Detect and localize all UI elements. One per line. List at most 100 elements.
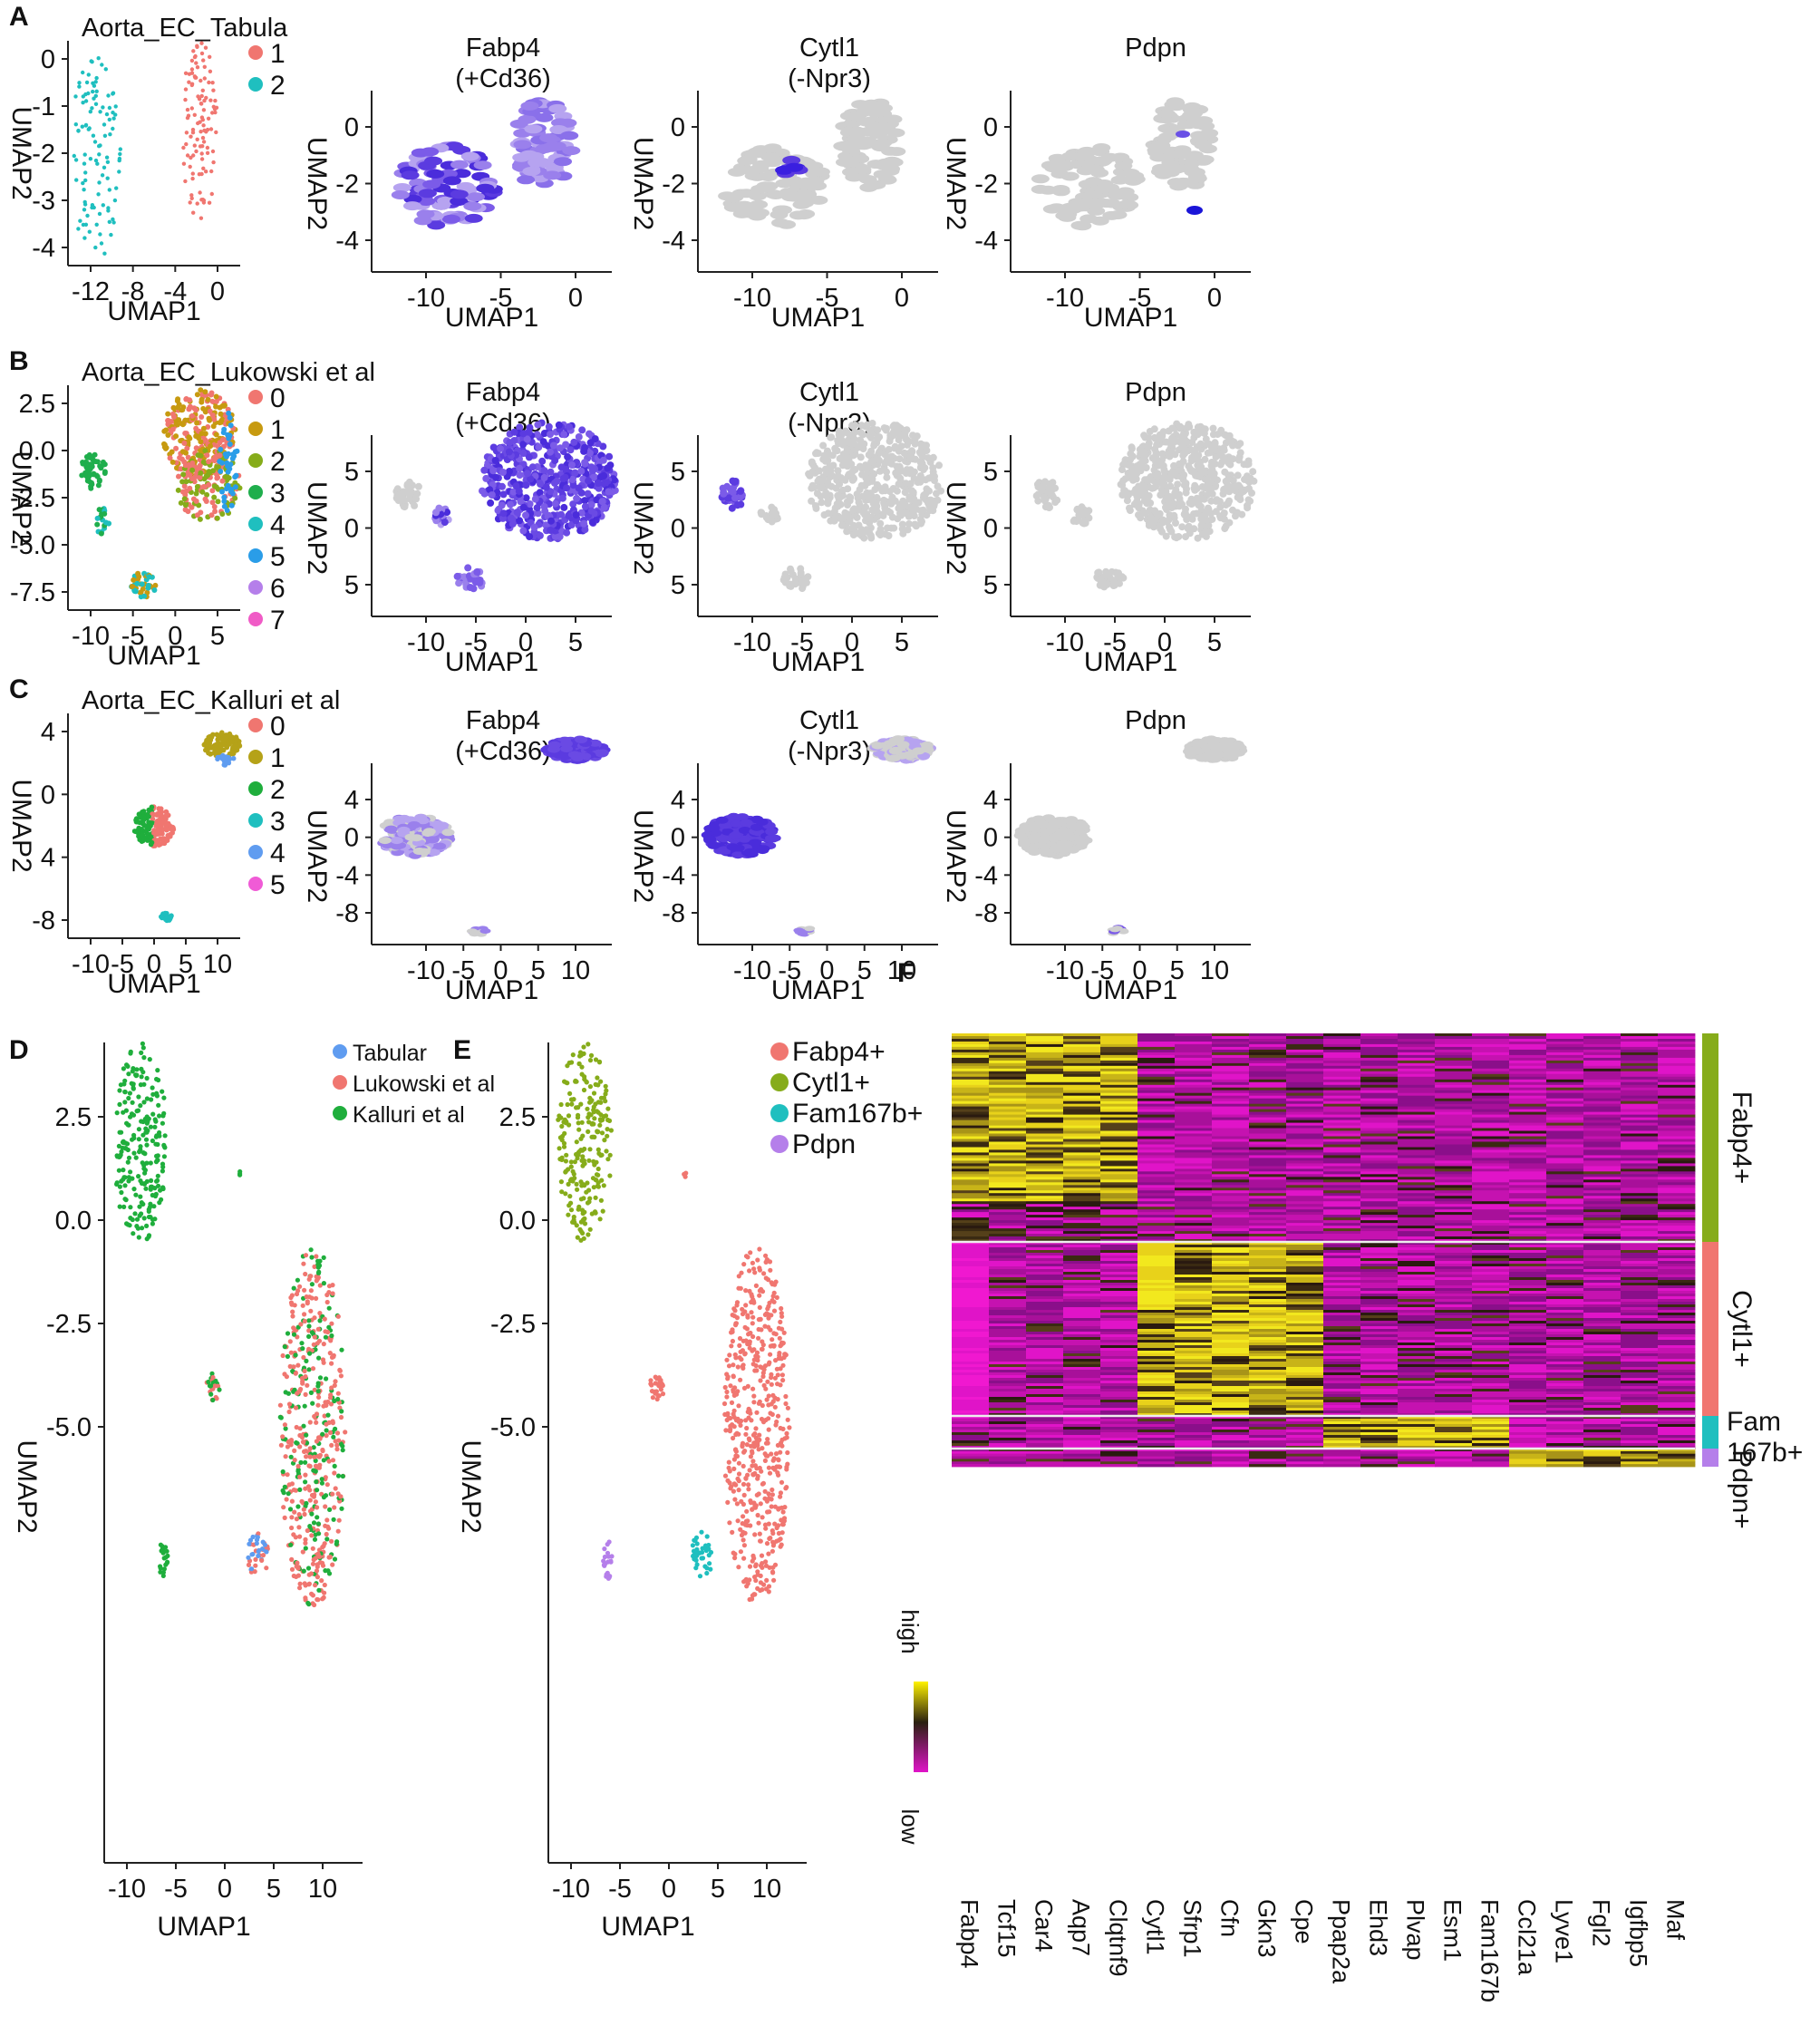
cell-point xyxy=(155,1173,160,1178)
cell-point xyxy=(218,748,224,754)
feature-subtitle: (+Cd36) xyxy=(455,64,551,93)
legend-label: 7 xyxy=(270,606,286,635)
cell-point xyxy=(211,104,216,110)
cell-point xyxy=(186,434,192,441)
cell-point xyxy=(183,450,189,456)
cell-point xyxy=(528,158,547,168)
cell-point xyxy=(194,392,200,398)
cell-point xyxy=(864,514,872,522)
cell-point xyxy=(160,1168,165,1174)
cell-point xyxy=(113,104,118,109)
cell-point xyxy=(422,828,436,836)
cell-point xyxy=(184,141,189,147)
cell-point xyxy=(405,478,413,486)
cell-point xyxy=(1108,210,1128,219)
x-tick-label: 5 xyxy=(1207,628,1222,657)
cell-point xyxy=(116,1143,121,1149)
cell-point xyxy=(234,736,239,742)
cell-point xyxy=(181,145,186,150)
x-tick-label: -10 xyxy=(733,628,771,657)
x-tick-label: -10 xyxy=(733,956,771,985)
cell-point xyxy=(234,448,240,454)
cell-point xyxy=(867,534,876,542)
cell-point xyxy=(196,502,202,509)
x-tick-label: -10 xyxy=(407,956,445,985)
cell-point xyxy=(223,486,229,492)
cell-point xyxy=(1060,845,1073,853)
y-tick-label: -8 xyxy=(974,899,998,928)
cell-point xyxy=(102,519,109,526)
cell-point xyxy=(489,467,498,475)
cell-point xyxy=(126,1122,131,1128)
cell-point xyxy=(1047,821,1060,829)
cell-point xyxy=(222,402,228,409)
cell-point xyxy=(473,568,481,576)
legend-label: 5 xyxy=(270,870,286,900)
cell-point xyxy=(194,483,200,490)
x-axis-label: UMAP1 xyxy=(445,975,538,1005)
cell-point xyxy=(140,1045,146,1051)
feature-plot-c-1 xyxy=(365,763,612,951)
cell-point xyxy=(140,1041,145,1046)
cell-point xyxy=(1167,451,1175,459)
cell-point xyxy=(865,490,873,498)
cell-point xyxy=(1079,214,1099,224)
x-tick-label: 5 xyxy=(266,1875,281,1904)
cell-point xyxy=(88,455,94,461)
cell-point xyxy=(1118,466,1126,474)
cell-point xyxy=(117,1101,122,1107)
cell-point xyxy=(847,494,855,501)
cell-point xyxy=(146,814,151,819)
cell-point xyxy=(199,489,206,495)
feature-plot-a-1 xyxy=(365,91,612,278)
cell-point xyxy=(200,135,206,141)
umap-points xyxy=(114,1041,348,1608)
cell-point xyxy=(154,1133,160,1139)
cell-point xyxy=(102,165,107,170)
cell-point xyxy=(539,133,558,143)
cell-point xyxy=(188,200,192,205)
cell-point xyxy=(210,111,215,115)
cell-point xyxy=(157,1113,162,1119)
cell-point xyxy=(87,229,92,234)
cell-point xyxy=(209,488,216,494)
cell-point xyxy=(121,1204,127,1209)
y-tick-label: -2 xyxy=(32,140,55,169)
cell-point xyxy=(577,467,586,475)
cell-point xyxy=(187,80,191,84)
cell-point xyxy=(1205,735,1218,743)
x-tick-label: -5 xyxy=(464,628,488,657)
cell-point xyxy=(102,469,108,475)
cell-point xyxy=(169,459,176,465)
cell-point xyxy=(799,585,807,593)
cell-point xyxy=(513,140,532,150)
cell-point xyxy=(199,157,205,161)
y-tick-label: -4 xyxy=(335,861,359,890)
cell-point xyxy=(1207,468,1215,476)
cell-point xyxy=(122,1183,128,1188)
cell-point xyxy=(232,480,238,486)
panel-letter-c: C xyxy=(9,674,29,704)
cell-point xyxy=(1185,447,1193,455)
cell-point xyxy=(547,141,566,151)
cell-point xyxy=(1158,516,1167,524)
cell-point xyxy=(227,414,233,421)
cell-point xyxy=(831,512,839,520)
cell-point xyxy=(107,105,112,111)
cell-point xyxy=(1225,476,1233,484)
cell-point xyxy=(450,160,469,170)
cell-point xyxy=(190,127,196,132)
cell-point xyxy=(128,1169,133,1175)
cell-point xyxy=(189,58,195,63)
cell-point xyxy=(1064,834,1078,842)
cell-point xyxy=(77,84,82,89)
y-tick-label: -8 xyxy=(662,899,685,928)
cell-point xyxy=(139,581,145,587)
cell-point xyxy=(787,567,795,575)
cell-point xyxy=(551,118,569,128)
x-axis-label: UMAP1 xyxy=(1084,647,1177,677)
cell-point xyxy=(887,754,901,762)
cell-point xyxy=(182,417,189,423)
y-axis-label: UMAP2 xyxy=(6,106,36,199)
cell-point xyxy=(1123,497,1131,505)
